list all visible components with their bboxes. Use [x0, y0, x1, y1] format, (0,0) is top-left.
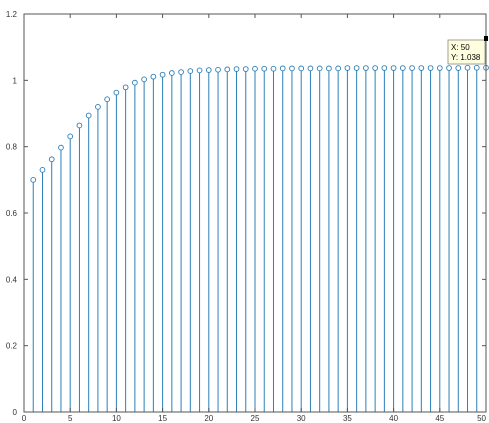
stem-marker[interactable]: [418, 65, 425, 71]
stem-marker[interactable]: [307, 65, 314, 72]
stem-marker[interactable]: [30, 176, 37, 183]
y-tick-label: 0.2: [6, 342, 18, 351]
y-tick-label: 0.4: [6, 275, 18, 284]
stem-marker[interactable]: [298, 65, 305, 72]
stem-marker[interactable]: [473, 64, 480, 71]
x-tick-label: 15: [158, 414, 167, 423]
stem-marker[interactable]: [427, 65, 434, 71]
stem-marker[interactable]: [363, 65, 369, 71]
stem-marker[interactable]: [455, 65, 462, 71]
stem-marker[interactable]: [168, 70, 175, 76]
stem-marker[interactable]: [335, 65, 342, 72]
stem-marker[interactable]: [390, 65, 397, 71]
stem-marker[interactable]: [381, 65, 388, 71]
stem-marker[interactable]: [372, 65, 378, 71]
axes: [23, 13, 487, 413]
datatip[interactable]: X: 50 Y: 1.038: [447, 36, 488, 65]
stem-marker[interactable]: [409, 65, 415, 71]
datatip-box: [447, 39, 486, 65]
y-tick-label: 0.8: [6, 143, 18, 152]
x-tick-label: 30: [297, 414, 306, 423]
stem-marker[interactable]: [39, 167, 46, 173]
x-tick-label: 5: [68, 414, 73, 423]
stem-marker[interactable]: [178, 69, 184, 75]
stem-marker[interactable]: [104, 96, 111, 103]
stem-marker[interactable]: [150, 73, 157, 80]
x-tick-label: 10: [112, 414, 121, 423]
y-tick-label: 1: [13, 76, 18, 85]
stem-marker[interactable]: [85, 112, 92, 119]
x-tick-label: 45: [435, 414, 444, 423]
stem-marker[interactable]: [76, 122, 83, 129]
stem-series: [30, 64, 489, 412]
stem-marker[interactable]: [289, 65, 295, 72]
x-tick-label: 0: [22, 414, 27, 423]
datatip-y: Y: 1.038: [451, 53, 481, 62]
stem-marker[interactable]: [242, 66, 249, 72]
stem-marker[interactable]: [187, 68, 194, 74]
stem-marker[interactable]: [132, 79, 138, 86]
y-tick-label: 1.2: [6, 10, 18, 19]
stem-marker[interactable]: [122, 84, 129, 91]
stem-marker[interactable]: [344, 65, 351, 71]
stem-marker[interactable]: [95, 104, 101, 110]
stem-marker[interactable]: [270, 65, 277, 72]
stem-marker[interactable]: [141, 76, 147, 83]
stem-marker[interactable]: [446, 65, 452, 71]
stem-marker[interactable]: [215, 66, 221, 73]
stem-marker[interactable]: [113, 89, 120, 96]
stem-marker[interactable]: [58, 144, 64, 151]
stem-marker[interactable]: [326, 65, 332, 72]
stem-marker[interactable]: [261, 65, 268, 72]
stem-marker[interactable]: [399, 65, 406, 71]
stem-marker[interactable]: [224, 66, 231, 73]
x-tick-label: 25: [251, 414, 260, 423]
stem-marker[interactable]: [436, 65, 443, 71]
stem-marker[interactable]: [279, 65, 286, 72]
stem-marker[interactable]: [353, 65, 360, 71]
datatip-marker: [484, 36, 488, 41]
stem-marker[interactable]: [464, 64, 471, 71]
x-tick-label: 40: [389, 414, 398, 423]
y-tick-label: 0.6: [6, 209, 18, 218]
stem-marker[interactable]: [48, 156, 55, 163]
stem-marker[interactable]: [67, 133, 74, 140]
stem-marker[interactable]: [252, 65, 258, 72]
y-tick-label: 0: [13, 408, 18, 417]
stem-marker[interactable]: [205, 67, 212, 73]
stem-marker[interactable]: [196, 67, 203, 74]
stem-marker[interactable]: [159, 71, 166, 78]
x-tick-label: 50: [477, 414, 486, 423]
stem-marker[interactable]: [233, 66, 240, 72]
tick-labels: 0 5 10 15 20 25 30 35 40 45 50 0 0.2 0.4 0.6 0.8 1 1.2: [6, 10, 487, 423]
stem-marker[interactable]: [316, 65, 323, 72]
datatip-x: X: 50: [451, 43, 470, 52]
x-tick-label: 20: [204, 414, 213, 423]
x-tick-label: 35: [343, 414, 352, 423]
